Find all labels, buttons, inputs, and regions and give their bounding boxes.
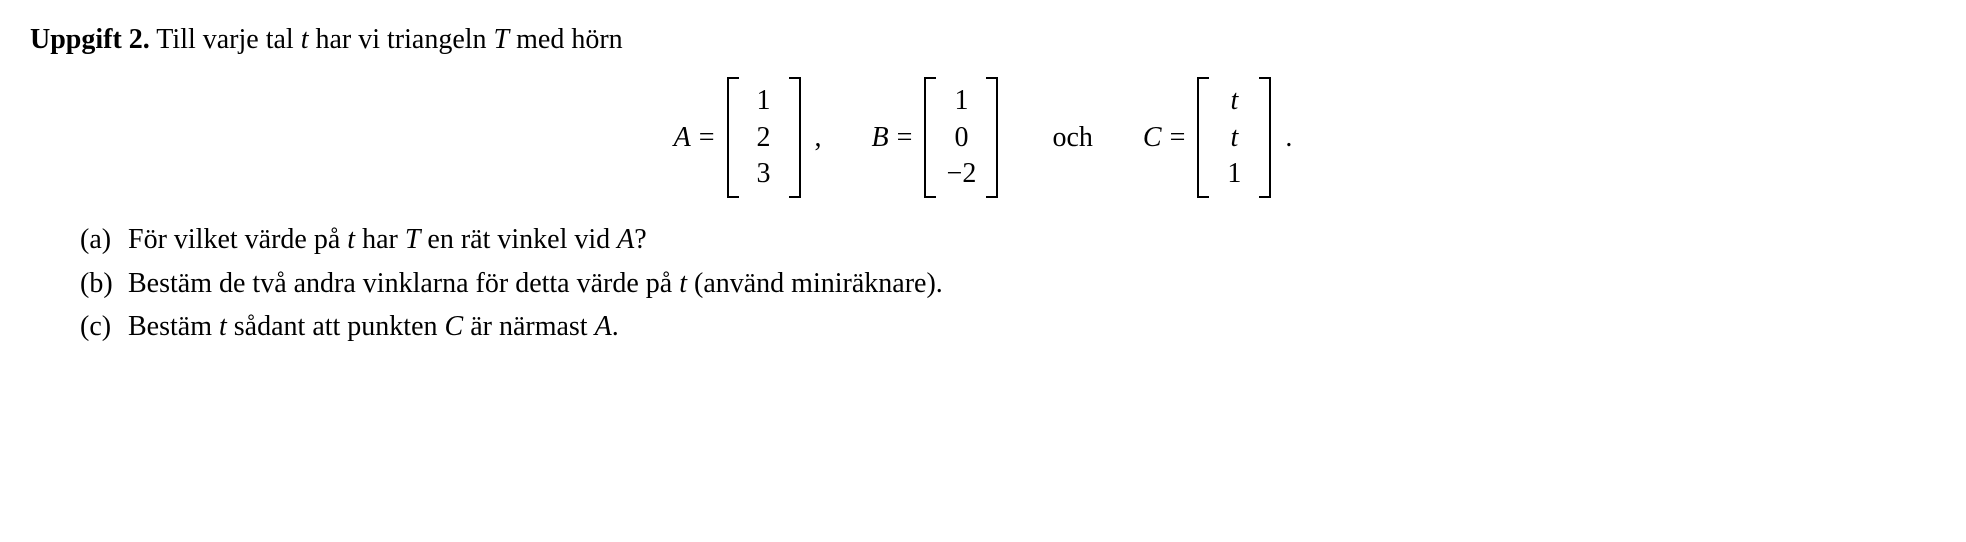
part-c-t1: Bestäm — [128, 311, 219, 342]
part-a-t4: ? — [634, 224, 646, 255]
part-a-label: (a) — [80, 220, 116, 259]
part-c-text: Bestäm t sådant att punkten C är närmast… — [128, 307, 619, 346]
bracket-left-icon — [727, 77, 739, 198]
intro-mid: har vi triangeln — [308, 24, 493, 55]
part-a-t3: en rät vinkel vid — [420, 224, 617, 255]
part-b-t2: (använd miniräknare). — [687, 268, 943, 299]
conjunction: och — [1052, 118, 1092, 157]
bracket-right-icon — [986, 77, 998, 198]
matrix-C-entry: t — [1219, 120, 1249, 156]
part-a-t2: har — [355, 224, 405, 255]
matrix-B-entry: 1 — [946, 83, 976, 119]
matrix-A: 1 2 3 — [727, 77, 801, 198]
sub-items: (a) För vilket värde på t har T en rät v… — [30, 220, 1936, 346]
matrix-B-col: 1 0 −2 — [936, 77, 986, 198]
equation-B: B = 1 0 −2 — [872, 77, 1003, 198]
intro-line: Uppgift 2. Till varje tal t har vi trian… — [30, 20, 1936, 59]
bracket-right-icon — [1259, 77, 1271, 198]
label-B: B — [872, 118, 889, 157]
matrix-A-col: 1 2 3 — [739, 77, 789, 198]
matrix-A-entry: 3 — [749, 156, 779, 192]
part-c-t2: sådant att punkten — [227, 311, 445, 342]
part-a-t1: För vilket värde på — [128, 224, 347, 255]
label-A: A — [674, 118, 691, 157]
part-c-v2: C — [445, 311, 464, 342]
matrix-C-col: t t 1 — [1209, 77, 1259, 198]
intro-pre: Till varje tal — [150, 24, 301, 55]
matrix-B-entry: −2 — [946, 156, 976, 192]
part-b-label: (b) — [80, 264, 116, 303]
part-c-t3: är närmast — [463, 311, 594, 342]
equals-A: = — [699, 118, 715, 157]
equation-row: A = 1 2 3 , B = 1 0 −2 — [30, 77, 1936, 198]
part-b: (b) Bestäm de två andra vinklarna för de… — [80, 264, 1936, 303]
matrix-B-entry: 0 — [946, 120, 976, 156]
matrix-C-entry: t — [1219, 83, 1249, 119]
equation-C: C = t t 1 . — [1143, 77, 1292, 198]
matrix-B: 1 0 −2 — [924, 77, 998, 198]
period-C: . — [1285, 118, 1292, 157]
matrix-A-entry: 2 — [749, 120, 779, 156]
conj-text: och — [1052, 118, 1092, 157]
matrix-C: t t 1 — [1197, 77, 1271, 198]
part-c-v3: A — [595, 311, 612, 342]
bracket-left-icon — [924, 77, 936, 198]
part-b-v1: t — [679, 268, 687, 299]
part-a-text: För vilket värde på t har T en rät vinke… — [128, 220, 647, 259]
equals-C: = — [1170, 118, 1186, 157]
part-c: (c) Bestäm t sådant att punkten C är när… — [80, 307, 1936, 346]
part-a: (a) För vilket värde på t har T en rät v… — [80, 220, 1936, 259]
label-C: C — [1143, 118, 1162, 157]
part-c-t4: . — [612, 311, 619, 342]
equation-A: A = 1 2 3 , — [674, 77, 822, 198]
bracket-right-icon — [789, 77, 801, 198]
matrix-A-entry: 1 — [749, 83, 779, 119]
problem-title: Uppgift 2. — [30, 24, 150, 55]
part-a-v3: A — [617, 224, 634, 255]
problem-container: Uppgift 2. Till varje tal t har vi trian… — [30, 20, 1936, 346]
bracket-left-icon — [1197, 77, 1209, 198]
intro-post: med hörn — [509, 24, 623, 55]
comma-A: , — [815, 118, 822, 157]
var-T-upper: T — [494, 24, 510, 55]
part-c-label: (c) — [80, 307, 116, 346]
part-b-text: Bestäm de två andra vinklarna för detta … — [128, 264, 943, 303]
part-c-v1: t — [219, 311, 227, 342]
part-a-v1: t — [347, 224, 355, 255]
part-b-t1: Bestäm de två andra vinklarna för detta … — [128, 268, 679, 299]
equals-B: = — [897, 118, 913, 157]
matrix-C-entry: 1 — [1219, 156, 1249, 192]
part-a-v2: T — [405, 224, 421, 255]
